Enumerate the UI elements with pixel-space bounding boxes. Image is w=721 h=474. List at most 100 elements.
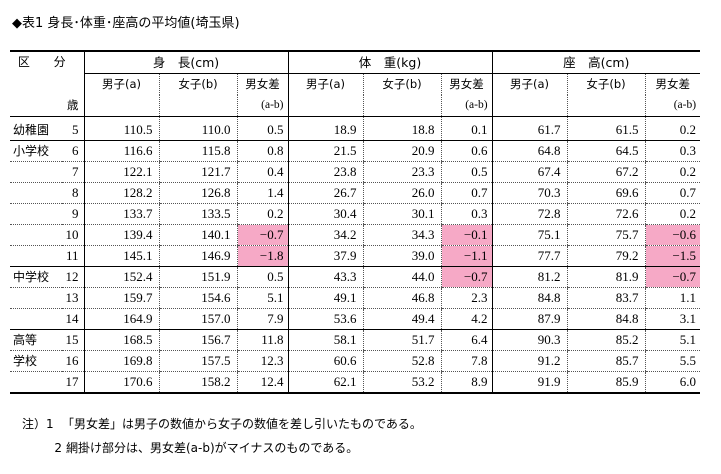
weight-group-header: 体 重(kg): [287, 50, 493, 74]
header-spacer: [158, 95, 238, 117]
header-spacer: [566, 95, 646, 117]
school-level-cell: [10, 287, 62, 309]
weight-male-cell: 53.6: [287, 308, 364, 330]
height-female-cell: 133.5: [158, 203, 238, 225]
weight-female-cell: 53.2: [362, 371, 442, 394]
sitting-height-male-cell: 70.3: [491, 182, 568, 204]
col-header-diff: 男女差: [236, 73, 289, 95]
sitting-height-diff-cell: 6.0: [644, 371, 701, 394]
weight-female-cell: 49.4: [362, 308, 442, 330]
height-female-cell: 157.0: [158, 308, 238, 330]
age-cell: 6: [62, 140, 85, 162]
weight-female-cell: 30.1: [362, 203, 442, 225]
weight-female-cell: 51.7: [362, 329, 442, 351]
col-header-female: 女子(b): [158, 73, 238, 95]
sitting-height-diff-cell: −0.6: [644, 224, 701, 246]
height-male-cell: 110.5: [83, 116, 160, 141]
sitting-height-diff-cell: −1.5: [644, 245, 701, 267]
sitting-height-female-cell: 75.7: [566, 224, 646, 246]
height-female-cell: 140.1: [158, 224, 238, 246]
height-male-cell: 170.6: [83, 371, 160, 394]
weight-diff-cell: 0.7: [440, 182, 493, 204]
height-female-cell: 121.7: [158, 161, 238, 183]
kubun-header: 区 分: [10, 50, 85, 74]
weight-diff-cell: 2.3: [440, 287, 493, 309]
weight-male-cell: 62.1: [287, 371, 364, 394]
school-level-cell: [10, 182, 62, 204]
height-male-cell: 145.1: [83, 245, 160, 267]
weight-female-cell: 52.8: [362, 350, 442, 372]
table-row: 8 128.2 126.8 1.4 26.7 26.0 0.7 70.3 69.6 0.7: [10, 182, 701, 204]
col-header-male: 男子(a): [83, 73, 160, 95]
note-1: 注）1 「男女差」は男子の数値から女子の数値を差し引いたものである。: [22, 412, 422, 436]
sitting-height-female-cell: 81.9: [566, 266, 646, 288]
weight-male-cell: 49.1: [287, 287, 364, 309]
sitting-height-female-cell: 85.7: [566, 350, 646, 372]
sitting-height-diff-cell: 1.1: [644, 287, 701, 309]
header-spacer: [10, 95, 62, 117]
weight-diff-cell: −1.1: [440, 245, 493, 267]
table-row: 7 122.1 121.7 0.4 23.8 23.3 0.5 67.4 67.2 0.2: [10, 161, 701, 183]
age-cell: 12: [62, 266, 85, 288]
sitting-height-female-cell: 84.8: [566, 308, 646, 330]
note-2: 2 網掛け部分は、男女差(a-b)がマイナスのものである。: [22, 436, 422, 460]
note-number: 注）1: [22, 417, 54, 431]
height-female-cell: 151.9: [158, 266, 238, 288]
sitting-height-male-cell: 77.7: [491, 245, 568, 267]
header-spacer: [83, 95, 160, 117]
sitting-height-female-cell: 72.6: [566, 203, 646, 225]
sitting-height-female-cell: 67.2: [566, 161, 646, 183]
age-cell: 7: [62, 161, 85, 183]
school-level-cell: 小学校: [10, 140, 62, 162]
weight-female-cell: 44.0: [362, 266, 442, 288]
height-diff-cell: 11.8: [236, 329, 289, 351]
weight-diff-cell: 4.2: [440, 308, 493, 330]
age-cell: 16: [62, 350, 85, 372]
age-cell: 5: [62, 116, 85, 141]
height-male-cell: 159.7: [83, 287, 160, 309]
table-title: ◆表1 身長･体重･座高の平均値(埼玉県): [12, 16, 240, 31]
sitting-height-diff-cell: 0.2: [644, 203, 701, 225]
height-diff-cell: 12.4: [236, 371, 289, 394]
school-level-cell: 学校: [10, 350, 62, 372]
weight-male-cell: 37.9: [287, 245, 364, 267]
weight-female-cell: 34.3: [362, 224, 442, 246]
height-male-cell: 169.8: [83, 350, 160, 372]
school-level-cell: [10, 203, 62, 225]
weight-male-cell: 58.1: [287, 329, 364, 351]
age-cell: 14: [62, 308, 85, 330]
header-spacer: [362, 95, 442, 117]
height-diff-cell: 0.5: [236, 266, 289, 288]
height-group-header: 身 長(cm): [83, 50, 289, 74]
sitting-height-male-cell: 90.3: [491, 329, 568, 351]
weight-male-cell: 30.4: [287, 203, 364, 225]
diff-formula-header: (a-b): [440, 95, 493, 117]
weight-male-cell: 60.6: [287, 350, 364, 372]
sitting-height-diff-cell: 5.5: [644, 350, 701, 372]
weight-male-cell: 26.7: [287, 182, 364, 204]
col-header-male: 男子(a): [287, 73, 364, 95]
table-row: 幼稚園 5 110.5 110.0 0.5 18.9 18.8 0.1 61.7 61.5 0.2: [10, 116, 701, 141]
age-unit-header: 歳: [62, 95, 85, 117]
height-male-cell: 122.1: [83, 161, 160, 183]
age-cell: 13: [62, 287, 85, 309]
diff-formula-header: (a-b): [236, 95, 289, 117]
school-level-cell: [10, 224, 62, 246]
weight-female-cell: 18.8: [362, 116, 442, 141]
sitting-height-female-cell: 85.9: [566, 371, 646, 394]
height-female-cell: 157.5: [158, 350, 238, 372]
height-diff-cell: 0.2: [236, 203, 289, 225]
sitting-height-male-cell: 75.1: [491, 224, 568, 246]
note-number: 2: [54, 441, 62, 455]
school-level-cell: 中学校: [10, 266, 62, 288]
height-diff-cell: 5.1: [236, 287, 289, 309]
table-row: 小学校 6 116.6 115.8 0.8 21.5 20.9 0.6 64.8 64.5 0.3: [10, 140, 701, 162]
school-level-cell: [10, 245, 62, 267]
note-text: 網掛け部分は、男女差(a-b)がマイナスのものである。: [66, 441, 359, 455]
weight-female-cell: 26.0: [362, 182, 442, 204]
table-row: 学校 16 169.8 157.5 12.3 60.6 52.8 7.8 91.2 85.7 5.5: [10, 350, 701, 372]
header-spacer: [491, 95, 568, 117]
note-text: 「男女差」は男子の数値から女子の数値を差し引いたものである。: [62, 417, 422, 431]
weight-diff-cell: 8.9: [440, 371, 493, 394]
weight-diff-cell: 0.1: [440, 116, 493, 141]
